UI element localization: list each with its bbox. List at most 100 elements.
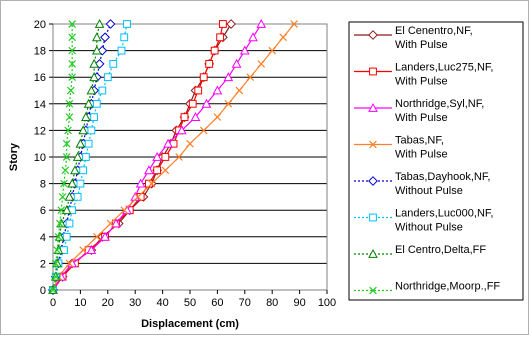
data-point xyxy=(68,20,77,28)
data-point xyxy=(210,46,219,55)
data-point xyxy=(92,32,102,42)
data-point xyxy=(86,85,97,95)
y-axis: 0 2 4 6 8 10 12 14 16 18 20 xyxy=(34,19,53,297)
x-tick-label: 80 xyxy=(266,297,278,309)
y-tick-label: 20 xyxy=(34,19,46,31)
data-point xyxy=(73,193,82,201)
legend-label: El Cenentro,NF, With Pulse xyxy=(395,25,473,51)
series-group xyxy=(48,18,298,295)
data-point xyxy=(78,125,88,135)
y-tick-label: 16 xyxy=(34,72,46,84)
x-tick-label: 30 xyxy=(129,297,141,309)
data-point xyxy=(224,99,233,108)
legend-label: Northridge,Moorp.,FF xyxy=(395,281,500,293)
data-point xyxy=(51,259,60,268)
chart-svg: 0 2 4 6 8 10 12 14 16 18 20 0 10 20 30 40 50 60 70 80 90 100… xyxy=(8,18,524,330)
series-line xyxy=(52,23,112,291)
data-point xyxy=(117,46,126,55)
y-tick-label: 10 xyxy=(34,152,46,164)
data-point xyxy=(163,138,173,148)
legend-label: Landers,Luc275,NF, With Pulse xyxy=(395,62,493,88)
legend-item: Northridge,Syl,NF, With Pulse xyxy=(354,98,484,124)
data-point xyxy=(212,85,223,95)
legend-item: Tabas,Dayhook,NF, Without Pulse xyxy=(354,171,490,197)
legend-marker xyxy=(369,140,377,149)
data-point xyxy=(79,246,87,254)
data-point xyxy=(120,206,129,215)
data-point xyxy=(100,32,110,43)
data-point xyxy=(248,32,258,42)
x-tick-label: 20 xyxy=(102,297,114,309)
legend-marker xyxy=(369,286,377,295)
legend: El Cenentro,NF, With Pulse Landers,Luc275,… xyxy=(354,25,500,295)
data-point xyxy=(62,153,71,161)
data-point xyxy=(268,46,277,55)
data-point xyxy=(120,33,129,42)
y-tick-label: 14 xyxy=(34,99,46,111)
data-point xyxy=(147,179,156,188)
data-point xyxy=(134,193,142,201)
data-point xyxy=(76,179,85,188)
data-point xyxy=(190,112,201,121)
data-point xyxy=(89,72,99,82)
data-point xyxy=(175,153,183,161)
data-point xyxy=(205,60,214,68)
data-point xyxy=(226,19,237,29)
grid xyxy=(53,50,327,264)
data-point xyxy=(60,179,68,188)
data-point xyxy=(152,151,162,161)
data-point xyxy=(51,272,60,281)
legend-item: Tabas,NF, With Pulse xyxy=(354,135,448,161)
y-tick-label: 6 xyxy=(40,205,46,217)
data-point xyxy=(67,178,78,188)
data-point xyxy=(81,153,90,161)
data-point xyxy=(246,73,255,82)
data-point xyxy=(83,98,94,108)
data-point xyxy=(68,33,77,42)
legend-item: Landers,Luc000,NF, Without Pulse xyxy=(354,208,493,234)
data-point xyxy=(199,73,208,82)
data-point xyxy=(68,60,77,68)
legend-label: Northridge,Syl,NF, With Pulse xyxy=(395,98,484,124)
data-point xyxy=(49,286,57,294)
data-point xyxy=(65,113,74,121)
data-point xyxy=(62,232,71,241)
data-point xyxy=(89,58,99,68)
data-point xyxy=(106,219,115,228)
data-point xyxy=(64,126,72,135)
legend-label: Landers,Luc000,NF, Without Pulse xyxy=(395,208,493,234)
data-point xyxy=(65,219,74,228)
data-point xyxy=(92,99,101,108)
series-4 xyxy=(49,20,298,294)
data-point xyxy=(61,205,72,215)
legend-item: El Cenentro,NF, With Pulse xyxy=(354,25,473,51)
data-point xyxy=(90,113,98,121)
data-point xyxy=(201,98,212,108)
data-point xyxy=(256,18,267,28)
data-point xyxy=(53,246,61,254)
data-point xyxy=(64,191,75,201)
data-point xyxy=(70,165,80,175)
data-point xyxy=(98,86,107,95)
data-point xyxy=(97,45,108,56)
x-tick-label: 40 xyxy=(156,297,168,309)
legend-marker xyxy=(368,30,378,40)
data-point xyxy=(290,20,298,28)
y-tick-label: 0 xyxy=(40,285,46,297)
x-tick-label: 60 xyxy=(211,297,223,309)
data-point xyxy=(161,166,170,175)
series-line xyxy=(52,23,101,291)
data-point xyxy=(92,45,102,55)
data-point xyxy=(75,138,86,148)
data-point xyxy=(58,193,67,201)
data-point xyxy=(216,33,225,42)
legend-marker xyxy=(369,213,377,222)
data-point xyxy=(153,166,162,175)
y-tick-label: 12 xyxy=(34,125,46,137)
data-point xyxy=(84,139,93,148)
data-point xyxy=(100,231,110,241)
x-tick-label: 90 xyxy=(293,297,305,309)
legend-label: El Centro,Delta,FF xyxy=(395,244,486,256)
y-tick-label: 4 xyxy=(40,232,46,244)
